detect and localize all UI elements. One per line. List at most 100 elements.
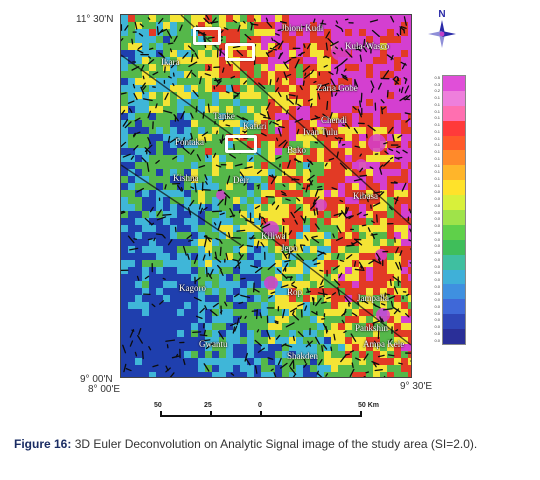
legend-value: 0.1 [434,128,440,134]
anomaly-blob [376,308,390,322]
legend-value: 0.0 [434,189,440,195]
place-label: Kiliwa [261,231,286,241]
lineament [121,54,302,186]
legend-swatch [443,314,465,330]
anomaly-blob [216,190,226,200]
legend-value: 0.5 [434,75,440,80]
lat-top-left: 11° 30'N [76,14,114,25]
legend-value: 0.0 [434,330,440,336]
place-label: Ivan Tulu [303,127,338,137]
anomaly-blob [315,199,327,211]
legend-swatch [443,120,465,136]
lineament [240,214,411,346]
legend-value: 0.3 [434,81,440,87]
place-label: Ikara [161,57,180,67]
legend-swatch [443,224,465,240]
legend-swatch [443,90,465,106]
lineament [180,15,411,226]
legend-value: 0.0 [434,297,440,303]
legend-value: 0.0 [434,337,440,343]
place-label: Tanke [213,111,235,121]
legend-value: 0.0 [434,216,440,222]
legend-value: 0.1 [434,182,440,188]
legend-swatch [443,284,465,300]
caption-label: Figure 16: [14,437,72,451]
legend-value: 0.1 [434,149,440,155]
legend-swatch [443,254,465,270]
place-label: Kagoro [179,283,206,293]
caption-text: 3D Euler Deconvolution on Analytic Signa… [71,437,478,451]
legend-swatch [443,105,465,121]
legend-swatch [443,210,465,225]
legend-value: 0.1 [434,162,440,168]
legend-value: 0.1 [434,176,440,182]
legend-value: 0.1 [434,108,440,114]
legend-swatch [443,269,465,285]
legend-swatch [443,165,465,181]
legend-swatch [443,135,465,151]
legend-value: 0.0 [434,256,440,262]
legend-value: 0.1 [434,155,440,161]
legend-value: 0.0 [434,270,440,276]
highlight-box [193,27,221,45]
legend-value: 0.0 [434,277,440,283]
scale-label: 50 Km [358,402,380,409]
scale-tick [210,411,212,417]
figure-caption: Figure 16: 3D Euler Deconvolution on Ana… [14,436,526,452]
legend-value: 0.0 [434,209,440,215]
map-raster [121,15,411,377]
place-label: Shakden [287,351,318,361]
legend-swatch [443,76,465,91]
legend-value: 0.1 [434,169,440,175]
north-label: N [438,9,445,20]
legend-swatch [443,299,465,315]
legend-value: 0.0 [434,196,440,202]
scale-label: 0 [258,402,262,409]
legend-value: 0.1 [434,115,440,121]
legend-swatch [443,150,465,166]
legend-value: 0.0 [434,229,440,235]
place-label: Deir [233,175,249,185]
legend-value: 0.0 [434,303,440,309]
north-arrow-icon: N [428,9,456,48]
place-label: Jbioni Kudi [281,23,324,33]
lineament [121,164,242,246]
lon-bottom-left: 8° 00'E [88,384,121,395]
place-label: Pankshin [355,323,389,333]
scale-label: 25 [204,402,212,409]
legend-labels: 0.5 0.3 0.2 0.1 0.1 0.1 0.1 0.1 0.1 0.1 0.1 0.1 0.1 0… [428,75,440,343]
place-label: Gwantu [199,339,228,349]
legend-value: 0.0 [434,250,440,256]
place-label: Kishna [173,173,199,183]
place-label: Chendi [321,115,347,125]
analytic-signal-map: Ikara Jbioni Kudi Kula-Wasco Zaria Gobe … [120,14,412,378]
place-label: Bako [287,145,306,155]
legend-value: 0.1 [434,101,440,107]
legend-value: 0.0 [434,317,440,323]
legend-value: 0.2 [434,88,440,94]
legend-value: 0.0 [434,283,440,289]
anomaly-blob [368,134,386,152]
place-label: Rop [287,287,303,297]
scale-label: 50 [154,402,162,409]
anomaly-blob [264,276,278,290]
place-label: Zaria Gobe [317,83,358,93]
place-label: Kibasa [353,191,378,201]
legend-swatch [443,195,465,211]
legend-value: 0.0 [434,290,440,296]
legend-value: 0.0 [434,324,440,330]
color-legend [442,75,466,345]
scale-tick [360,411,362,417]
anomaly-blob [331,41,351,61]
place-label: Fontaka [175,137,204,147]
legend-value: 0.0 [434,223,440,229]
scale-tick [160,411,162,417]
anomaly-blob [355,159,367,171]
legend-value: 0.1 [434,122,440,128]
legend-swatch [443,180,465,196]
place-label: Jampalla [357,293,389,303]
highlight-box [225,43,255,61]
place-label: Ampa Kele [363,339,405,349]
legend-value: 0.0 [434,202,440,208]
legend-swatch [443,239,465,255]
